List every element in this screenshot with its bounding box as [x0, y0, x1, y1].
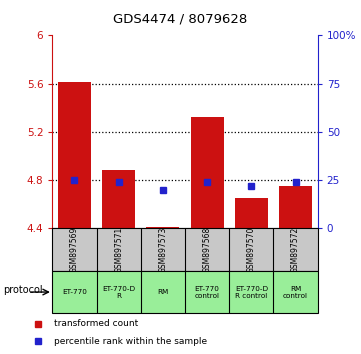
Text: RM
control: RM control [283, 286, 308, 298]
Text: ET-770: ET-770 [62, 289, 87, 295]
Bar [279, 186, 312, 228]
Text: GSM897573: GSM897573 [158, 226, 168, 273]
Text: GSM897571: GSM897571 [114, 227, 123, 273]
Text: GSM897568: GSM897568 [203, 227, 212, 273]
Text: transformed count: transformed count [54, 319, 139, 328]
Bar [146, 227, 179, 228]
Text: protocol: protocol [4, 285, 43, 295]
Text: GSM897572: GSM897572 [291, 227, 300, 273]
Text: GSM897569: GSM897569 [70, 226, 79, 273]
Text: ET-770-D
R control: ET-770-D R control [235, 286, 268, 298]
Text: GSM897570: GSM897570 [247, 226, 256, 273]
Text: ET-770
control: ET-770 control [195, 286, 219, 298]
Text: ET-770-D
R: ET-770-D R [102, 286, 135, 298]
Text: GDS4474 / 8079628: GDS4474 / 8079628 [113, 12, 248, 25]
Text: percentile rank within the sample: percentile rank within the sample [54, 337, 208, 346]
Bar [102, 171, 135, 228]
Bar [191, 118, 224, 228]
Bar [235, 198, 268, 228]
Text: RM: RM [157, 289, 169, 295]
Bar [58, 82, 91, 228]
